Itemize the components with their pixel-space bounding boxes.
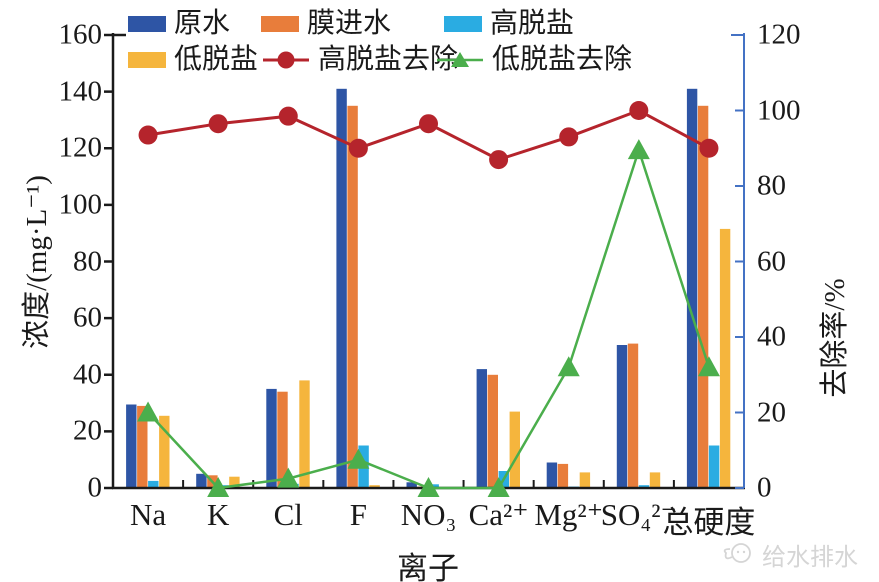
legend-item-high-desal: 高脱盐 (444, 10, 574, 38)
bar-membrane-feed-total-hardness (697, 105, 709, 489)
legend-swatch-low-desal (128, 52, 166, 68)
marker-low-desal-removal-so4 (627, 139, 650, 160)
bar-high-desal-no3 (428, 484, 439, 488)
y-tick-label-left-60: 60 (73, 301, 102, 334)
legend-item-raw-water: 原水 (128, 10, 230, 38)
bar-raw-water-k (196, 473, 207, 488)
legend-marker-circle-icon (263, 51, 309, 69)
y-tick-label-left-80: 80 (73, 245, 102, 277)
legend-label-high-desal: 高脱盐 (490, 8, 575, 39)
marker-low-desal-removal-f (347, 448, 370, 469)
marker-low-desal-removal-na (137, 401, 160, 422)
y-tick-label-right-100: 100 (757, 94, 801, 126)
bar-raw-water-f (336, 88, 347, 489)
bar-low-desal-total-hardness (719, 228, 731, 488)
marker-high-desal-removal-na (138, 125, 158, 145)
x-tick-label-cl: Cl (273, 497, 303, 532)
bar-high-desal-total-hardness (708, 445, 720, 488)
watermark-text: 给水排水 (762, 544, 858, 571)
bar-membrane-feed-na (137, 405, 148, 488)
legend-item-high-desal-removal: 高脱盐去除 (262, 46, 458, 74)
legend-marker-triangle-icon (437, 52, 483, 67)
x-tick-label-total-hardness: 总硬度 (662, 505, 756, 540)
marker-high-desal-removal-so4 (629, 101, 649, 120)
marker-high-desal-removal-ca (489, 150, 509, 170)
marker-high-desal-removal-no3 (419, 114, 438, 134)
y-tick-label-left-120: 120 (58, 131, 103, 164)
bar-membrane-feed-ca (487, 374, 498, 489)
legend-swatch-membrane-feed (261, 16, 299, 32)
marker-low-desal-removal-k (207, 477, 230, 497)
x-tick-label-f: F (349, 497, 367, 532)
bar-low-desal-so4 (649, 472, 661, 488)
y-tick-label-right-60: 60 (757, 245, 786, 277)
bar-raw-water-total-hardness (686, 88, 698, 489)
y-tick-label-left-100: 100 (58, 188, 103, 221)
marker-high-desal-removal-f (348, 138, 368, 158)
x-tick-label-mg: Mg²⁺ (534, 497, 604, 532)
legend-label-low-desal: 低脱盐 (174, 44, 259, 75)
bar-raw-water-no3 (406, 482, 417, 488)
marker-high-desal-removal-k (208, 114, 228, 134)
bar-membrane-feed-f (347, 105, 358, 489)
legend-item-low-desal: 低脱盐 (128, 46, 258, 74)
bar-low-desal-cl (299, 380, 310, 488)
x-tick-label-so4: SO₄²⁻ (600, 497, 677, 532)
watermark-logo-icon (723, 542, 751, 563)
legend-label-low-desal-removal: 低脱盐去除 (492, 44, 633, 75)
bar-low-desal-na (159, 415, 170, 488)
legend-swatch-raw-water (128, 16, 166, 32)
y-tick-label-right-0: 0 (757, 471, 772, 504)
bar-high-desal-so4 (638, 485, 650, 488)
marker-low-desal-removal-mg (557, 356, 580, 377)
y-tick-label-left-20: 20 (73, 414, 102, 447)
y-tick-label-right-120: 120 (757, 18, 801, 51)
y-tick-label-right-40: 40 (757, 320, 786, 353)
legend-label-raw-water: 原水 (174, 8, 231, 39)
bar-low-desal-f (369, 485, 380, 488)
bar-high-desal-na (148, 480, 159, 488)
legend-label-membrane-feed: 膜进水 (307, 8, 392, 39)
y-tick-label-left-0: 0 (87, 471, 103, 504)
legend-item-low-desal-removal: 低脱盐去除 (436, 46, 632, 74)
x-tick-label-na: Na (129, 497, 167, 532)
marker-low-desal-removal-no3 (417, 477, 440, 497)
x-tick-label-ca: Ca²⁺ (468, 497, 529, 532)
x-tick-label-k: K (206, 497, 230, 532)
bar-raw-water-na (126, 404, 137, 488)
y-tick-label-right-80: 80 (757, 169, 786, 202)
y-tick-label-left-140: 140 (58, 75, 103, 108)
bar-low-desal-k (229, 476, 240, 488)
bar-low-desal-mg (579, 472, 591, 488)
marker-low-desal-removal-total-hardness (697, 356, 720, 377)
bar-membrane-feed-mg (557, 463, 569, 488)
legend-swatch-high-desal (444, 16, 482, 32)
bar-raw-water-so4 (616, 345, 628, 488)
bar-raw-water-cl (266, 388, 277, 488)
x-axis-title: 离子 (397, 551, 459, 582)
bar-membrane-feed-so4 (627, 343, 639, 488)
y-tick-label-left-40: 40 (73, 358, 102, 391)
marker-high-desal-removal-mg (559, 127, 579, 147)
bar-low-desal-ca (509, 411, 520, 488)
y-tick-label-right-20: 20 (757, 396, 786, 428)
marker-high-desal-removal-total-hardness (699, 138, 719, 158)
bar-raw-water-ca (476, 369, 487, 488)
bar-raw-water-mg (546, 462, 558, 488)
legend-item-membrane-feed: 膜进水 (261, 10, 391, 38)
y-tick-label-left-160: 160 (58, 18, 103, 51)
legend-label-high-desal-removal: 高脱盐去除 (318, 44, 459, 75)
y-axis-title-right: 去除率/% (819, 278, 851, 398)
bar-membrane-feed-cl (277, 391, 288, 488)
x-tick-label-no3: NO₃ (400, 497, 457, 532)
marker-high-desal-removal-cl (278, 106, 298, 126)
marker-low-desal-removal-ca (487, 477, 510, 497)
marker-low-desal-removal-cl (277, 467, 300, 488)
watermark: 给水排水 (720, 537, 858, 572)
